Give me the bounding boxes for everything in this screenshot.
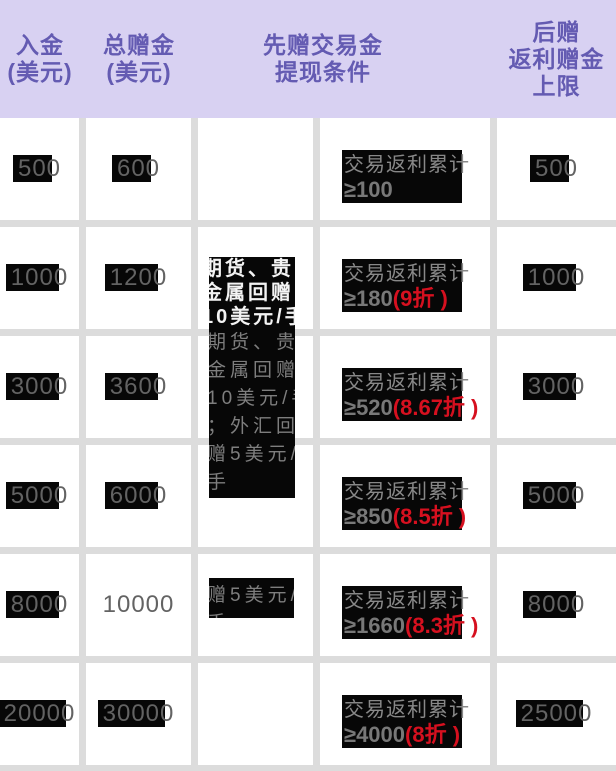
- deposit-value: 3000: [5, 373, 69, 400]
- rebate-note-highlight-box: 期货、贵 金属回赠 10美元/手 期货、贵 金属回赠 10美元/手 ；外汇回 赠…: [209, 257, 295, 498]
- rebate-note-cell: [198, 663, 313, 765]
- condition-cell: 交易返利累计 ≥4000(8折 ): [320, 663, 490, 765]
- condition-threshold: ≥100: [344, 177, 393, 202]
- deposit-cell: 500: [0, 118, 79, 220]
- condition-prefix: 交易返利累计: [344, 699, 470, 721]
- deposit-value: 1000: [5, 264, 69, 291]
- bonus-value: 600: [111, 155, 161, 182]
- header-rebate-cap: 后赠 返利赠金 上限: [508, 18, 605, 99]
- condition-threshold: ≥4000: [344, 722, 406, 747]
- condition-threshold: ≥850: [344, 504, 393, 529]
- condition-prefix: 交易返利累计: [344, 481, 470, 503]
- bonus-value: 10000: [102, 591, 175, 618]
- deposit-cell: 5000: [0, 445, 79, 547]
- cap-cell: 5000: [497, 445, 616, 547]
- table-header: 入金 (美元) 总赠金 (美元) 先赠交易金 提现条件 后赠 返利赠金 上限: [0, 0, 616, 118]
- condition-prefix: 交易返利累计: [344, 154, 470, 176]
- cap-value: 5000: [522, 482, 586, 509]
- cap-cell: 8000: [497, 554, 616, 656]
- condition-discount: (8.67折 ): [392, 395, 479, 420]
- bonus-value: 3600: [104, 373, 168, 400]
- cap-cell: 500: [497, 118, 616, 220]
- deposit-value: 8000: [5, 591, 69, 618]
- cap-cell: 25000: [497, 663, 616, 765]
- condition-cell: 交易返利累计 ≥100: [320, 118, 490, 220]
- condition-cell: 交易返利累计 ≥180(9折 ): [320, 227, 490, 329]
- cap-value: 500: [529, 155, 579, 182]
- header-total-bonus: 总赠金 (美元): [103, 32, 175, 85]
- deposit-cell: 3000: [0, 336, 79, 438]
- bonus-cell: 6000: [86, 445, 191, 547]
- condition-discount: (8.5折 ): [392, 504, 467, 529]
- bonus-value: 30000: [97, 700, 175, 727]
- bonus-cell: 600: [86, 118, 191, 220]
- condition-prefix: 交易返利累计: [344, 372, 470, 394]
- condition-discount: (9折 ): [392, 286, 448, 311]
- cap-value: 3000: [522, 373, 586, 400]
- deposit-value: 5000: [5, 482, 69, 509]
- rebate-note-cell: [198, 118, 313, 220]
- rebate-note-fragment-text: 赠5美元/ 手: [209, 585, 294, 618]
- condition-discount: (8折 ): [405, 722, 461, 747]
- bonus-cell: 10000: [86, 554, 191, 656]
- rebate-note-fragment-box: 赠5美元/ 手: [209, 578, 294, 618]
- condition-highlight-box: 交易返利累计 ≥850(8.5折 ): [342, 477, 470, 530]
- bonus-cell: 1200: [86, 227, 191, 329]
- table-body: 500 600 交易返利累计 ≥100 500 1000 1200 交易返利累计…: [0, 118, 616, 771]
- cap-value: 1000: [522, 264, 586, 291]
- header-withdrawal-condition: 先赠交易金 提现条件: [263, 32, 383, 85]
- bonus-value: 1200: [104, 264, 168, 291]
- deposit-cell: 8000: [0, 554, 79, 656]
- cap-value: 8000: [522, 591, 586, 618]
- condition-threshold: ≥180: [344, 286, 393, 311]
- deposit-cell: 20000: [0, 663, 79, 765]
- condition-highlight-box: 交易返利累计 ≥180(9折 ): [342, 259, 470, 312]
- header-deposit-usd: 入金 (美元): [7, 32, 73, 85]
- bonus-value: 6000: [104, 482, 168, 509]
- condition-highlight-box: 交易返利累计 ≥4000(8折 ): [342, 695, 470, 748]
- condition-threshold: ≥520: [344, 395, 393, 420]
- condition-prefix: 交易返利累计: [344, 590, 470, 612]
- deposit-value: 20000: [0, 700, 76, 727]
- rebate-note-selected-text: 期货、贵 金属回赠 10美元/手: [209, 258, 295, 328]
- condition-cell: 交易返利累计 ≥520(8.67折 ): [320, 336, 490, 438]
- condition-highlight-box: 交易返利累计 ≥1660(8.3折 ): [342, 586, 478, 639]
- cap-value: 25000: [515, 700, 593, 727]
- bonus-cell: 30000: [86, 663, 191, 765]
- condition-cell: 交易返利累计 ≥1660(8.3折 ): [320, 554, 490, 656]
- condition-highlight-box: 交易返利累计 ≥520(8.67折 ): [342, 368, 478, 421]
- condition-discount: (8.3折 ): [405, 613, 479, 638]
- condition-threshold: ≥1660: [344, 613, 406, 638]
- condition-highlight-box: 交易返利累计 ≥100: [342, 150, 470, 203]
- bonus-cell: 3600: [86, 336, 191, 438]
- condition-cell: 交易返利累计 ≥850(8.5折 ): [320, 445, 490, 547]
- deposit-value: 500: [12, 155, 62, 182]
- cap-cell: 3000: [497, 336, 616, 438]
- cap-cell: 1000: [497, 227, 616, 329]
- condition-prefix: 交易返利累计: [344, 263, 470, 285]
- rebate-note-text: 期货、贵 金属回赠 10美元/手 ；外汇回 赠5美元/ 手: [209, 332, 295, 493]
- deposit-cell: 1000: [0, 227, 79, 329]
